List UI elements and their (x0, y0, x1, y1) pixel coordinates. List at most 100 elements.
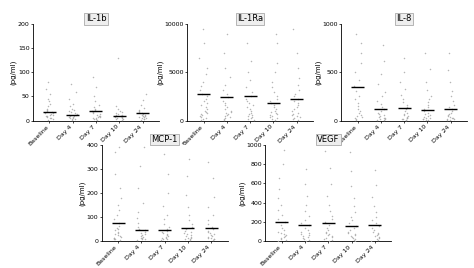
Point (157, 238, 164, 242)
Point (401, 56, 408, 60)
Point (182, 234, 190, 239)
Point (227, 75, 234, 79)
Point (445, 112, 452, 116)
Point (273, 97, 281, 102)
Point (350, 226, 358, 230)
Point (95, 114, 103, 118)
Point (272, 70, 279, 75)
Point (141, 228, 149, 233)
Point (352, 210, 359, 214)
Point (246, 78, 254, 82)
Y-axis label: (pg/ml): (pg/ml) (10, 60, 17, 85)
Point (204, 235, 211, 239)
Point (368, 226, 375, 230)
Point (248, 116, 255, 120)
Point (94, 115, 102, 119)
Point (374, 99, 381, 103)
Point (266, 99, 273, 103)
Point (379, 43, 387, 47)
Point (373, 183, 380, 187)
Point (242, 85, 250, 89)
Point (294, 97, 302, 102)
Point (399, 117, 406, 121)
Point (70, 114, 77, 118)
Point (290, 107, 298, 111)
Point (267, 101, 275, 105)
Point (403, 103, 411, 107)
Point (112, 104, 119, 108)
Point (44, 104, 52, 108)
Point (199, 117, 207, 121)
Title: VEGF: VEGF (317, 135, 339, 144)
Point (69, 117, 76, 121)
Point (420, 115, 428, 119)
Point (164, 227, 171, 231)
Point (43, 109, 51, 113)
Point (114, 106, 122, 111)
Point (118, 235, 125, 239)
Point (48, 110, 56, 114)
Point (369, 229, 376, 234)
Point (446, 51, 453, 55)
Point (243, 105, 250, 109)
Point (203, 107, 210, 111)
Point (443, 117, 450, 121)
Point (347, 169, 355, 173)
Point (424, 117, 432, 122)
Point (299, 234, 307, 239)
Point (371, 168, 379, 172)
Point (96, 112, 103, 116)
Point (353, 32, 360, 36)
Point (139, 113, 146, 117)
Point (227, 115, 234, 119)
Point (426, 67, 434, 72)
Point (352, 88, 359, 93)
Point (348, 218, 356, 223)
Point (219, 99, 227, 103)
Point (444, 114, 452, 118)
Point (163, 236, 170, 240)
Point (321, 220, 328, 225)
Point (425, 100, 432, 105)
Point (68, 117, 75, 122)
Point (137, 234, 145, 239)
Point (137, 236, 144, 240)
Point (204, 222, 212, 226)
Point (322, 148, 329, 153)
Point (116, 208, 123, 212)
Point (92, 117, 100, 121)
Point (280, 228, 288, 232)
Point (204, 236, 211, 240)
Point (447, 118, 454, 122)
Point (69, 102, 76, 106)
Point (248, 113, 256, 117)
Point (182, 193, 190, 198)
Point (188, 236, 195, 240)
Point (160, 217, 167, 222)
Point (43, 114, 50, 118)
Point (270, 103, 277, 107)
Point (374, 82, 382, 86)
Point (399, 97, 407, 102)
Point (376, 117, 384, 121)
Point (271, 109, 278, 113)
Point (325, 223, 333, 228)
Point (95, 103, 102, 107)
Point (377, 109, 385, 113)
Point (344, 229, 351, 234)
Point (399, 117, 407, 121)
Point (140, 115, 148, 119)
Point (402, 118, 410, 122)
Point (244, 114, 252, 118)
Point (45, 117, 52, 122)
Point (203, 101, 210, 105)
Point (49, 113, 56, 117)
Point (223, 91, 230, 96)
Point (202, 116, 210, 120)
Point (222, 111, 229, 115)
Point (379, 105, 386, 109)
Point (277, 236, 284, 240)
Point (305, 214, 313, 218)
Point (221, 103, 229, 107)
Point (111, 115, 119, 119)
